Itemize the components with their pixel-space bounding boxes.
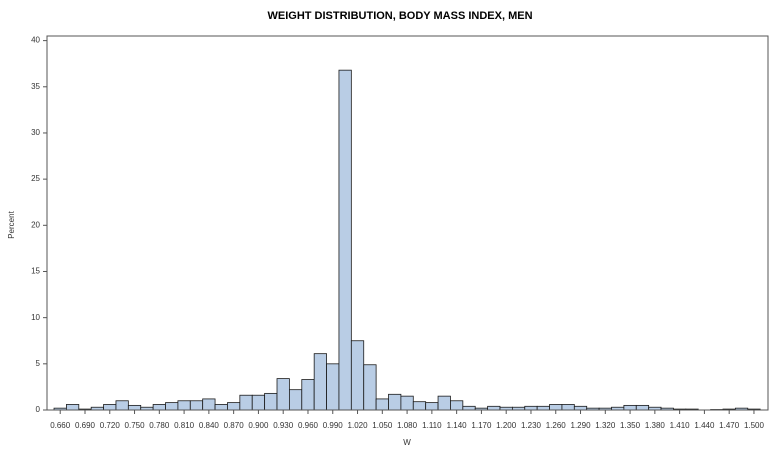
bar [338,69,352,411]
x-tick-label: 1.140 [447,421,468,430]
plot-frame [46,35,769,411]
bar [251,394,266,411]
bar [276,378,290,411]
bar [462,405,476,411]
x-tick-label: 0.930 [273,421,294,430]
x-tick-label: 0.810 [174,421,195,430]
x-tick-label: 0.990 [323,421,344,430]
x-tick-label: 1.440 [694,421,715,430]
x-tick-label: 0.840 [199,421,220,430]
x-tick-label: 0.900 [248,421,269,430]
x-tick-label: 1.080 [397,421,418,430]
bar [165,402,179,411]
x-axis-label: W [403,438,411,447]
bar [375,398,389,411]
bar [177,400,191,411]
bar [450,400,464,411]
x-tick-label: 1.350 [620,421,641,430]
bar [152,404,166,411]
y-tick-label: 20 [31,220,40,229]
y-tick-label: 30 [31,128,40,137]
y-tick-label: 10 [31,313,40,322]
bar [425,402,439,411]
bar [127,404,142,411]
x-tick-label: 1.170 [471,421,492,430]
bar [239,394,253,411]
y-axis-label: Percent [7,210,16,238]
y-tick-label: 40 [31,36,40,45]
bar [363,364,377,411]
bar [388,393,402,411]
bar [103,404,117,411]
x-tick-label: 1.110 [422,421,442,430]
bar [573,405,588,411]
bar [437,395,451,411]
x-tick-label: 0.750 [125,421,146,430]
bar [635,404,650,411]
bar [288,389,303,411]
bar [549,404,563,411]
x-tick-label: 1.380 [645,421,666,430]
x-tick-label: 1.200 [496,421,517,430]
x-tick-label: 0.660 [50,421,71,430]
x-tick-label: 1.290 [571,421,592,430]
bar [326,363,340,411]
x-tick-label: 1.260 [546,421,567,430]
bar [536,405,550,411]
bar [561,404,575,411]
x-tick-label: 1.020 [348,421,369,430]
x-tick-label: 0.960 [298,421,319,430]
bar [189,400,204,411]
x-tick-label: 1.470 [719,421,740,430]
bar [623,404,637,411]
bar [264,392,278,411]
bar [400,395,414,411]
y-tick-label: 35 [31,82,40,91]
x-tick-label: 1.050 [372,421,393,430]
x-tick-label: 1.410 [670,421,691,430]
bar [115,400,129,411]
x-tick-label: 1.500 [744,421,765,430]
bar [214,404,228,411]
x-tick-label: 0.780 [149,421,170,430]
x-tick-label: 1.320 [595,421,616,430]
bar [66,404,80,411]
chart-title: WEIGHT DISTRIBUTION, BODY MASS INDEX, ME… [267,10,532,22]
y-tick-label: 15 [31,267,40,276]
x-tick-label: 1.230 [521,421,542,430]
bar [313,353,327,411]
bar [487,405,501,411]
bar [350,340,365,411]
bar [524,405,538,411]
bar [412,401,427,411]
y-tick-label: 5 [36,359,41,368]
x-tick-label: 0.690 [75,421,96,430]
bar [301,379,315,411]
bar [227,402,241,411]
x-tick-label: 0.870 [224,421,245,430]
y-tick-label: 25 [31,174,40,183]
y-tick-label: 0 [36,405,41,414]
x-tick-label: 0.720 [100,421,121,430]
bar [202,398,216,411]
